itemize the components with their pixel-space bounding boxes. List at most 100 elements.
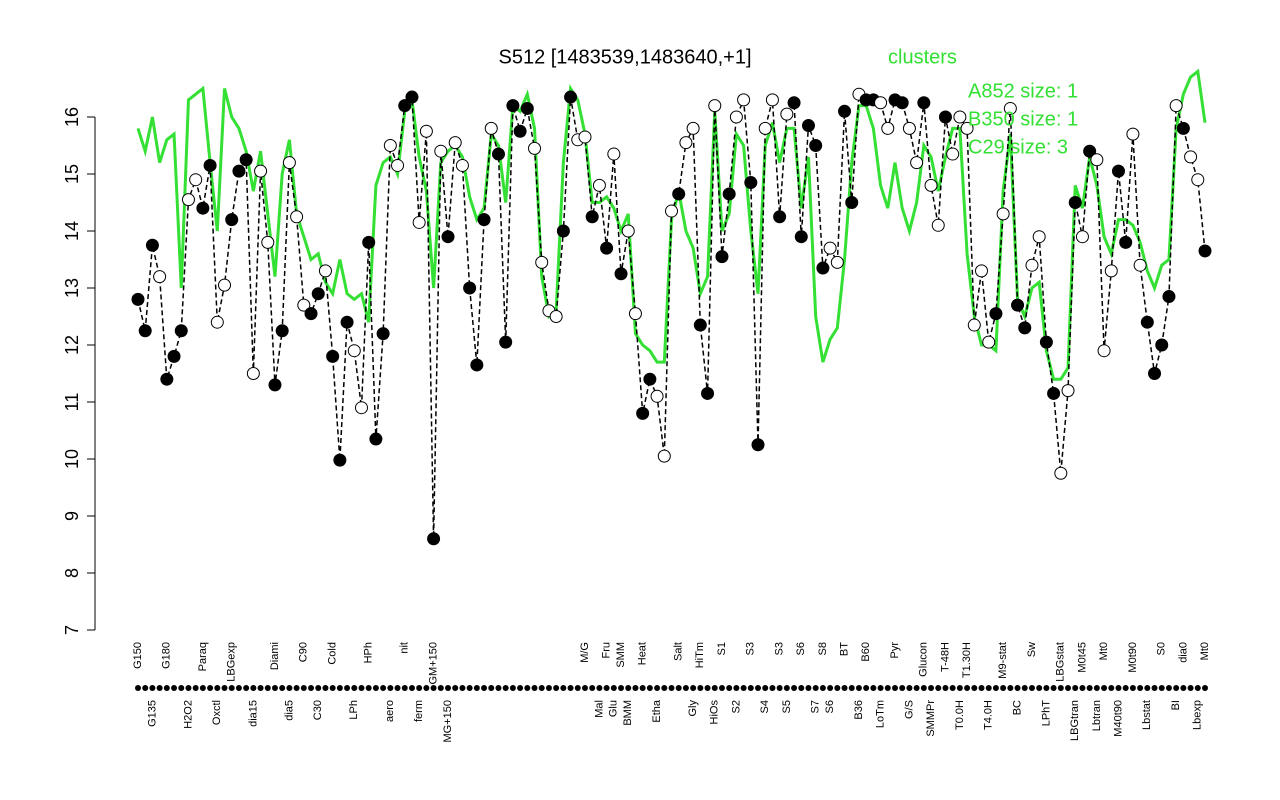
data-point [665, 204, 678, 218]
category-marker [257, 685, 264, 691]
data-point [1191, 173, 1205, 187]
data-point [427, 532, 441, 546]
category-marker [769, 685, 776, 691]
data-point [261, 235, 275, 249]
category-marker [538, 685, 545, 691]
data-point [924, 178, 938, 192]
x-tick-label: Cold [327, 642, 339, 665]
category-marker [1043, 685, 1050, 691]
data-point [441, 230, 455, 244]
data-point [290, 210, 304, 224]
category-marker [430, 685, 437, 691]
category-marker [1065, 685, 1072, 691]
data-point [686, 121, 700, 135]
data-point [448, 136, 462, 150]
data-point [758, 121, 772, 135]
category-marker [992, 685, 999, 691]
category-marker [1194, 685, 1201, 691]
data-point [794, 230, 808, 244]
category-marker [906, 685, 913, 691]
data-point [650, 389, 664, 403]
x-tick-label: Pyr [889, 642, 901, 659]
x-tick-label: M0t90 [1127, 642, 1139, 673]
category-marker [1028, 685, 1035, 691]
category-marker [408, 685, 415, 691]
data-point [145, 238, 159, 252]
data-point [398, 99, 412, 113]
data-point [333, 453, 347, 467]
data-point [275, 324, 289, 338]
data-point [917, 96, 931, 110]
x-tick-label: S3 [745, 642, 757, 655]
data-point [167, 349, 181, 363]
x-tick-label: G135 [146, 700, 158, 727]
category-marker [755, 685, 762, 691]
category-marker [221, 685, 228, 691]
data-point [520, 101, 534, 115]
category-marker [1021, 685, 1028, 691]
data-point [960, 121, 974, 135]
data-point [1061, 384, 1075, 398]
data-point [996, 207, 1010, 221]
y-tick-label: 12 [62, 335, 82, 355]
data-point [506, 99, 520, 113]
y-tick-label: 15 [62, 164, 82, 184]
data-point [254, 164, 268, 178]
x-tick-label: dia15 [247, 700, 259, 727]
category-marker [199, 685, 206, 691]
category-marker [171, 685, 178, 691]
category-marker [891, 685, 898, 691]
category-marker [214, 685, 221, 691]
data-point [1032, 230, 1046, 244]
data-point [1039, 335, 1053, 349]
data-point [816, 261, 830, 275]
data-point [311, 287, 325, 301]
category-marker [567, 685, 574, 691]
y-tick-label: 13 [62, 278, 82, 298]
x-tick-label: Lbtran [1091, 700, 1103, 731]
data-point [138, 324, 152, 338]
category-marker [1014, 685, 1021, 691]
data-point [556, 224, 570, 238]
data-point [1083, 144, 1097, 158]
category-marker [135, 685, 141, 691]
x-tick-label: C90 [298, 642, 310, 662]
legend-entry: B350 size: 1 [968, 108, 1078, 130]
data-point [722, 187, 736, 201]
category-marker [308, 685, 315, 691]
category-marker [1122, 685, 1129, 691]
x-tick-label: S0 [1156, 642, 1168, 655]
category-marker [740, 685, 747, 691]
x-tick-label: B60 [860, 642, 872, 662]
category-marker [718, 685, 725, 691]
category-marker [264, 685, 271, 691]
x-tick-label: G150 [132, 642, 144, 669]
x-tick-label: S6 [824, 700, 836, 713]
data-point [910, 156, 924, 170]
category-marker [791, 685, 798, 691]
x-tick-label: HiOs [709, 700, 721, 725]
category-marker [1115, 685, 1122, 691]
category-marker [639, 685, 646, 691]
data-point [528, 141, 542, 155]
x-tick-label: Glu [608, 700, 620, 717]
category-marker [978, 685, 985, 691]
x-tick-label: Etha [651, 699, 663, 723]
category-marker [524, 685, 531, 691]
data-point [564, 90, 578, 104]
y-tick-label: 8 [62, 568, 82, 578]
category-marker [387, 685, 394, 691]
category-marker [228, 685, 235, 691]
category-marker [380, 685, 387, 691]
category-marker [149, 685, 156, 691]
x-tick-label: S1 [716, 642, 728, 655]
category-marker [207, 685, 214, 691]
x-tick-label: S4 [759, 700, 771, 713]
data-point [693, 318, 707, 332]
category-marker [1086, 685, 1093, 691]
category-marker [827, 685, 834, 691]
category-marker [185, 685, 192, 691]
x-tick-label: SMM [615, 642, 627, 668]
y-tick-label: 14 [62, 221, 82, 241]
